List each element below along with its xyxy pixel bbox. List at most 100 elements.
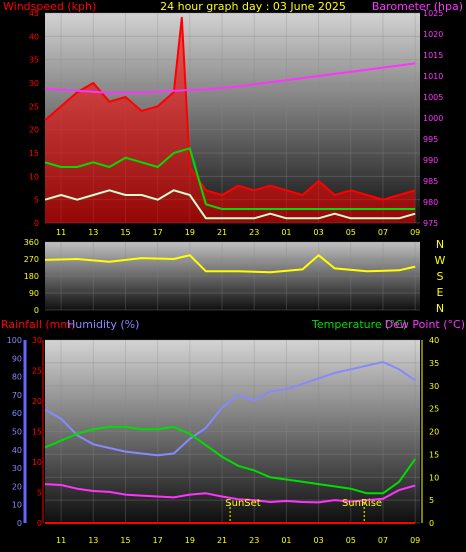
barometer-axis-label: Barometer (hpa) [372,0,463,13]
rainfall-tick-label: 30 [32,336,42,345]
wind-x-tick-label: 11 [56,228,66,237]
temperature-tick-label: 40 [429,336,439,345]
temp-x-tick-label: 07 [378,536,388,545]
humidity-line [44,361,416,457]
wind-axis-label: Windspeed (kph) [3,0,96,13]
temp-x-tick-label: 21 [217,536,227,545]
wind-x-tick-label: 07 [378,228,388,237]
temperature-tick-label: 25 [429,405,439,414]
compass-w: W [435,254,446,267]
temp-x-tick-label: 09 [410,536,420,545]
wind-tick-label: 10 [29,172,39,181]
humidity-tick-label: 80 [12,373,22,382]
direction-plot-area [45,242,420,310]
barometer-tick-label: 985 [423,177,438,186]
compass-n-bottom: N [436,302,444,315]
humidity-tick-label: 0 [17,519,22,528]
wind-x-tick-label: 13 [88,228,98,237]
sunset-label: SunSet [225,498,261,509]
wind-lull-line [44,189,416,220]
rainfall-tick-label: 20 [32,397,42,406]
barometer-tick-label: 1000 [423,114,443,123]
wind-tick-label: 20 [29,126,39,135]
direction-tick-label: 270 [24,255,39,264]
humidity-tick-label: 70 [12,391,22,400]
direction-tick-label: 90 [29,289,39,298]
temperature-tick-label: 30 [429,382,439,391]
wind-x-tick-label: 23 [249,228,259,237]
wind-tick-label: 40 [29,32,39,41]
wind-gust-area [45,17,416,224]
humidity-tick-label: 30 [12,464,22,473]
wind-x-tick-label: 19 [185,228,195,237]
temperature-axis-label: Temperature (°C) [311,318,407,331]
temp-x-tick-label: 13 [88,536,98,545]
temperature-line [44,425,417,495]
barometer-tick-label: 1015 [423,51,443,60]
rainfall-tick-label: 10 [32,458,42,467]
compass-n-top: N [436,238,444,251]
humidity-axis-label: Humidity (%) [67,318,139,331]
compass-e: E [437,286,444,299]
wind-gust-line [44,16,416,201]
wind-x-tick-label: 21 [217,228,227,237]
rainfall-tick-label: 5 [37,489,42,498]
temperature-tick-label: 5 [429,496,434,505]
temperature-tick-label: 15 [429,450,439,459]
temperature-tick-label: 10 [429,473,439,482]
wind-x-tick-label: 17 [153,228,163,237]
temp-x-tick-label: 05 [346,536,356,545]
chart-title: 24 hour graph day : 03 June 2025 [160,0,346,13]
dewpoint-axis-label: Dew Point (°C) [385,318,465,331]
rainfall-tick-label: 0 [37,519,42,528]
wind-tick-label: 35 [29,56,39,65]
wind-x-tick-label: 05 [346,228,356,237]
temp-x-tick-label: 03 [314,536,324,545]
temp-x-tick-label: 19 [185,536,195,545]
rainfall-axis-label: Rainfall (mm) [1,318,75,331]
barometer-tick-label: 990 [423,156,438,165]
wind-tick-label: 15 [29,149,39,158]
wind-tick-label: 0 [34,219,39,228]
temp-x-tick-label: 23 [249,536,259,545]
rainfall-tick-label: 15 [32,428,42,437]
wind-tick-label: 5 [34,196,39,205]
temperature-tick-label: 35 [429,359,439,368]
wind-x-tick-label: 03 [314,228,324,237]
temp-x-tick-label: 11 [56,536,66,545]
humidity-tick-label: 100 [7,336,22,345]
humidity-tick-label: 60 [12,409,22,418]
barometer-tick-label: 1005 [423,93,443,102]
wind-x-tick-label: 15 [120,228,130,237]
wind-tick-label: 30 [29,79,39,88]
humidity-tick-label: 90 [12,354,22,363]
humidity-tick-label: 50 [12,428,22,437]
sunrise-label: SunRise [342,498,382,509]
rainfall-tick-label: 25 [32,367,42,376]
wind-x-tick-label: 09 [410,228,420,237]
wind-x-tick-label: 01 [281,228,291,237]
barometer-tick-label: 995 [423,135,438,144]
barometer-line [44,62,416,94]
temp-x-tick-label: 01 [281,536,291,545]
direction-tick-label: 0 [34,306,39,315]
barometer-tick-label: 975 [423,219,438,228]
humidity-tick-label: 10 [12,501,22,510]
barometer-tick-label: 1020 [423,30,443,39]
humidity-tick-label: 20 [12,482,22,491]
wind-tick-label: 45 [29,9,39,18]
temp-x-tick-label: 15 [120,536,130,545]
temperature-tick-label: 20 [429,428,439,437]
dewpoint-line [44,483,416,504]
temp-x-tick-label: 17 [153,536,163,545]
direction-tick-label: 360 [24,238,39,247]
wind-tick-label: 25 [29,102,39,111]
temperature-tick-label: 0 [429,519,434,528]
direction-tick-label: 180 [24,272,39,281]
compass-s: S [437,270,444,283]
barometer-tick-label: 1025 [423,9,443,18]
humidity-tick-label: 40 [12,446,22,455]
barometer-tick-label: 980 [423,198,438,207]
